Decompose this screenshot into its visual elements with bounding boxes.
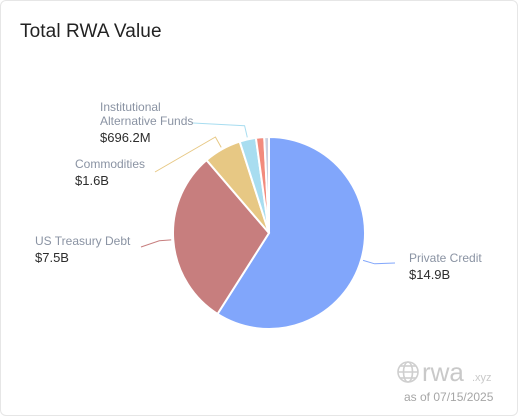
slice-label-value-us-treasury-debt: $7.5B (35, 250, 69, 265)
watermark-brand: rwa (422, 357, 464, 387)
slice-label-name-commodities: Commodities (75, 157, 145, 171)
slice-label-name-us-treasury-debt: US Treasury Debt (35, 234, 131, 248)
slice-label-value-commodities: $1.6B (75, 173, 109, 188)
chart-title: Total RWA Value (20, 21, 162, 42)
slice-label-name-institutional-alternative-funds: Institutional (100, 100, 161, 114)
leader-line-institutional-alternative-funds (192, 122, 248, 138)
pie-slice-private-credit[interactable] (216, 135, 366, 330)
pie-labels: Private Credit $14.9B US Treasury Debt $7.5… (35, 100, 482, 282)
pie-slice-us-treasury-debt[interactable] (172, 158, 271, 316)
slice-label-name-institutional-alternative-funds: Alternative Funds (100, 114, 193, 128)
watermark-suffix: .xyz (472, 372, 492, 384)
slice-label-value-institutional-alternative-funds: $696.2M (100, 130, 151, 145)
slice-label-value-private-credit: $14.9B (409, 267, 450, 282)
leader-line-private-credit (362, 259, 396, 265)
leader-line-commodities (154, 136, 222, 173)
leader-line-us-treasury-debt (140, 239, 172, 248)
slice-label-name-private-credit: Private Credit (409, 251, 482, 265)
rwa-logo: rwa .xyz (397, 357, 492, 387)
as-of-date: as of 07/15/2025 (404, 390, 494, 404)
pie-slices (172, 135, 366, 330)
pie-slice-other-5[interactable] (263, 135, 270, 234)
globe-icon (397, 361, 419, 383)
